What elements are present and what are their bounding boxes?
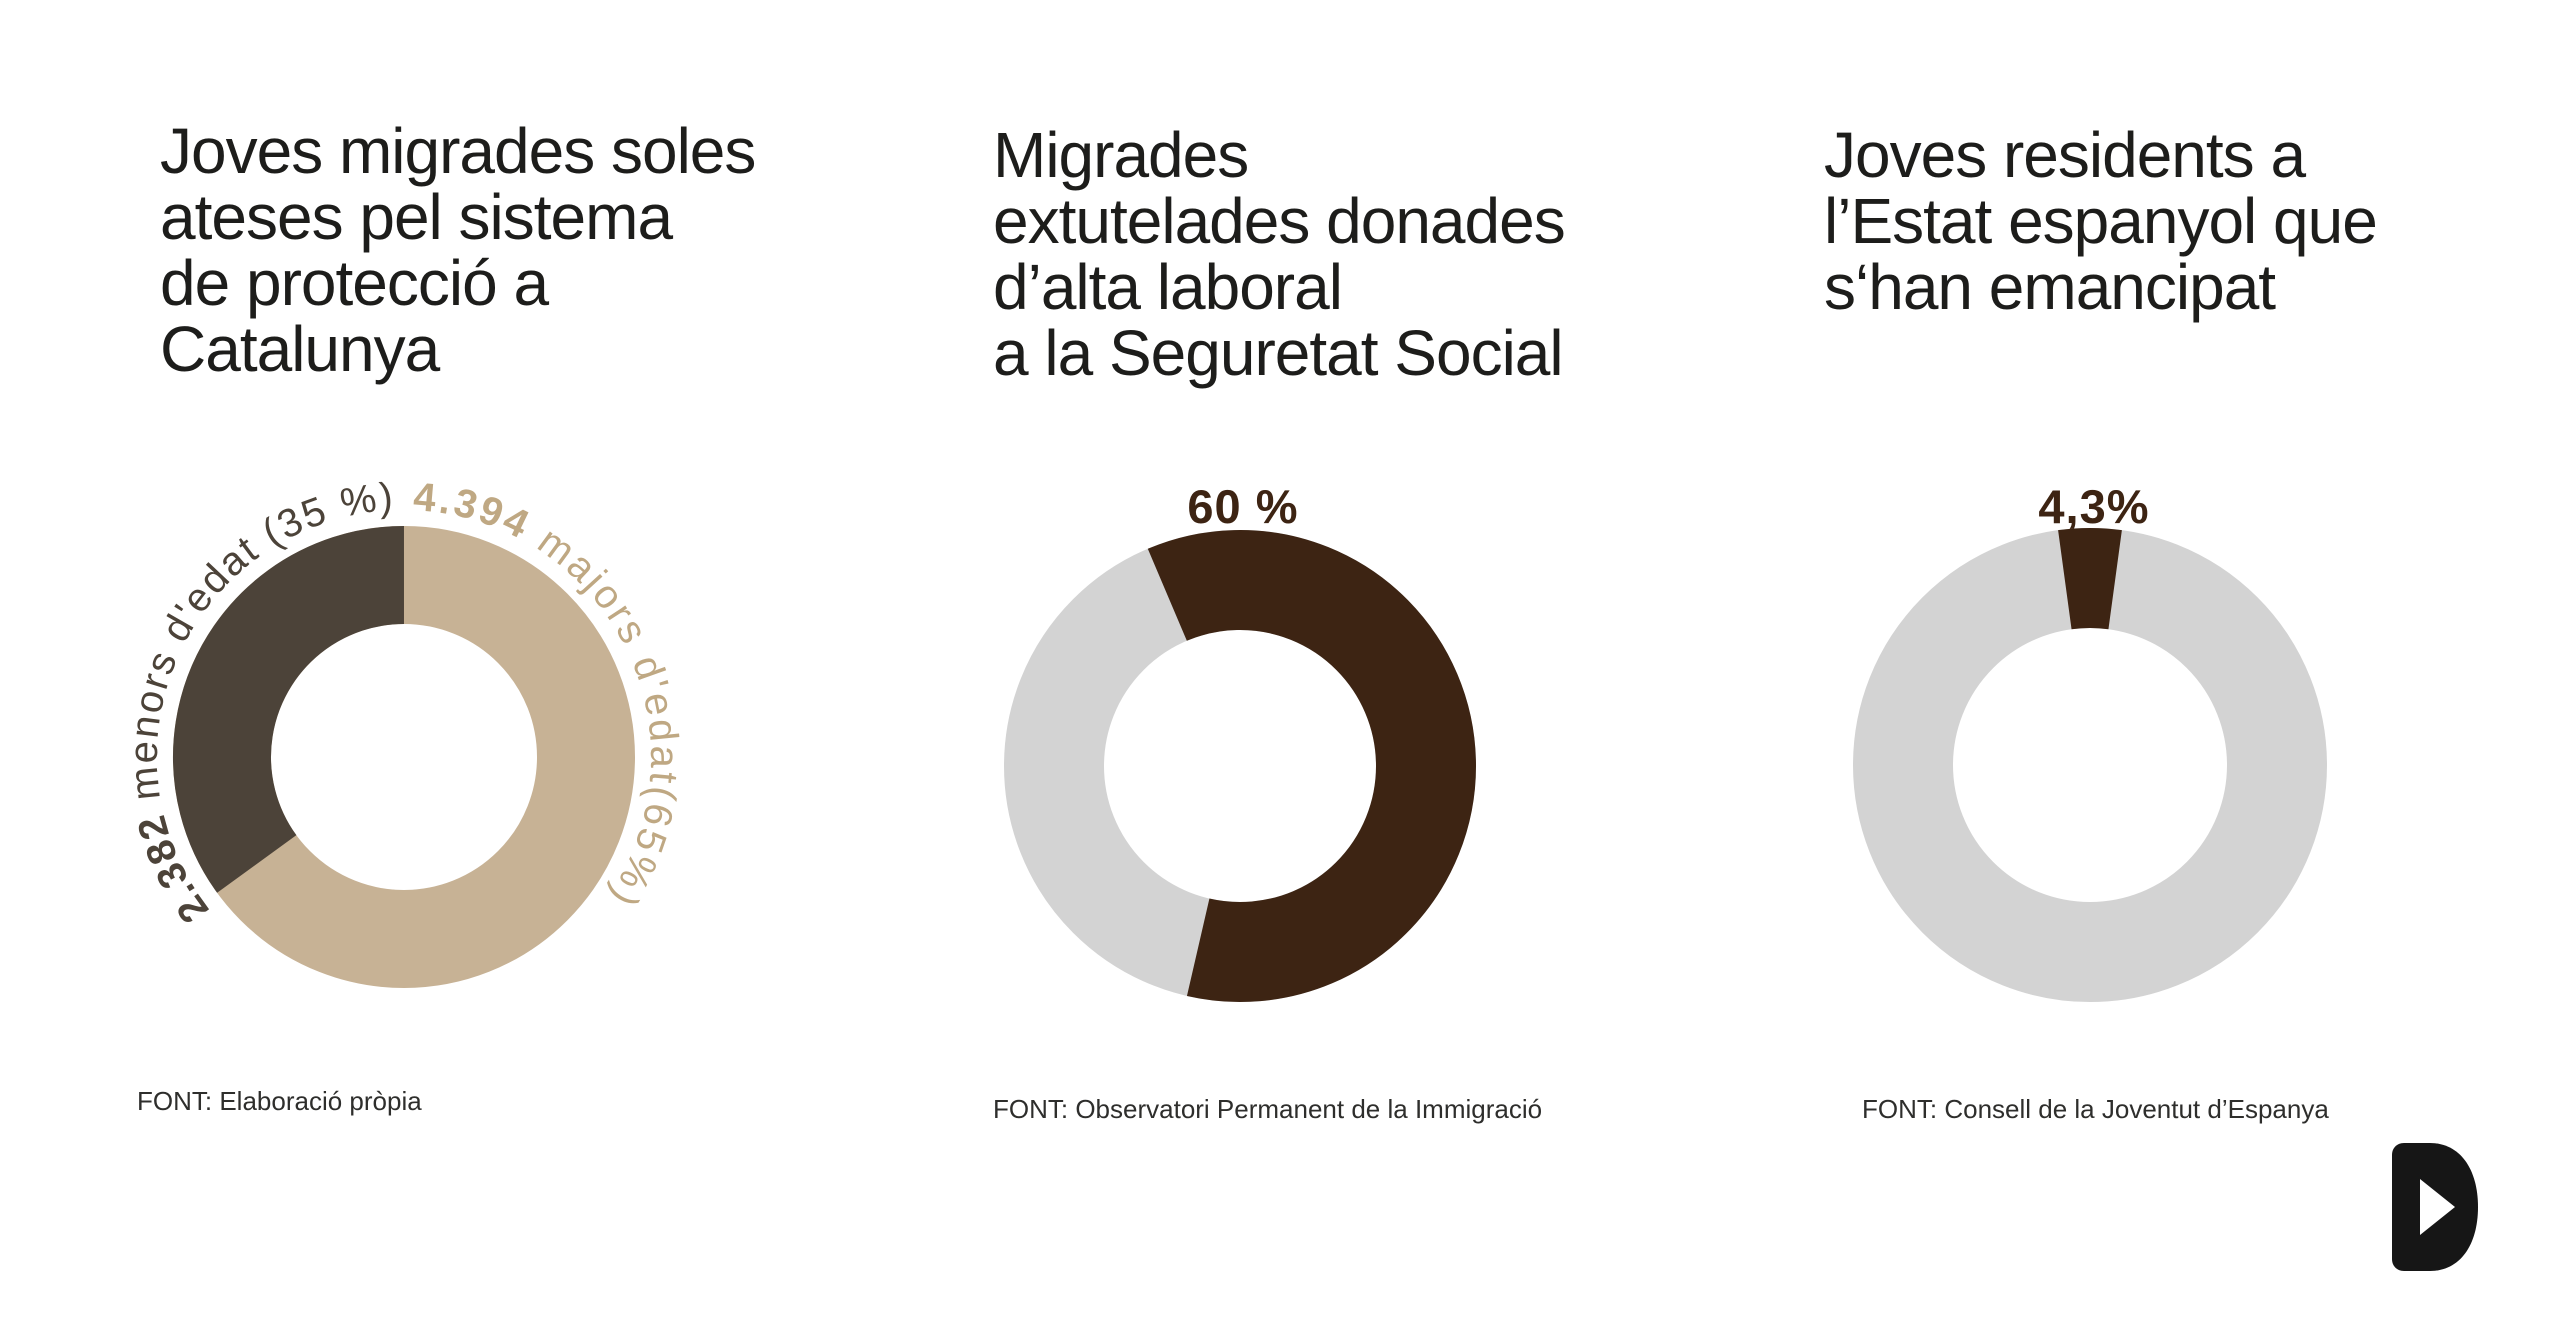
chart3-donut	[1853, 528, 2327, 1003]
chart3-title: Joves residents a l’Estat espanyol que s…	[1824, 119, 2378, 323]
play-triangle-icon	[2420, 1179, 2455, 1235]
chart2-donut	[1004, 530, 1476, 1002]
chart1-source: FONT: Elaboració pròpia	[137, 1086, 422, 1116]
chart1-title: Joves migrades soles ateses pel sistema …	[160, 115, 756, 385]
chart2-percent-callout: 60 %	[1187, 480, 1299, 533]
chart2-source: FONT: Observatori Permanent de la Immigr…	[993, 1094, 1543, 1124]
directa-logo	[2392, 1143, 2478, 1271]
chart3-ring-base	[1853, 528, 2327, 1002]
chart1-donut: 2.382 menors d'edat (35 %) 4.394 majors …	[122, 475, 683, 988]
chart2-title: Migrades extutelades donades d’alta labo…	[993, 119, 1566, 389]
chart3-percent-callout: 4,3%	[2038, 480, 2150, 533]
chart3-source: FONT: Consell de la Joventut d’Espanya	[1862, 1094, 2329, 1124]
chart1-ring-menors	[173, 526, 635, 988]
